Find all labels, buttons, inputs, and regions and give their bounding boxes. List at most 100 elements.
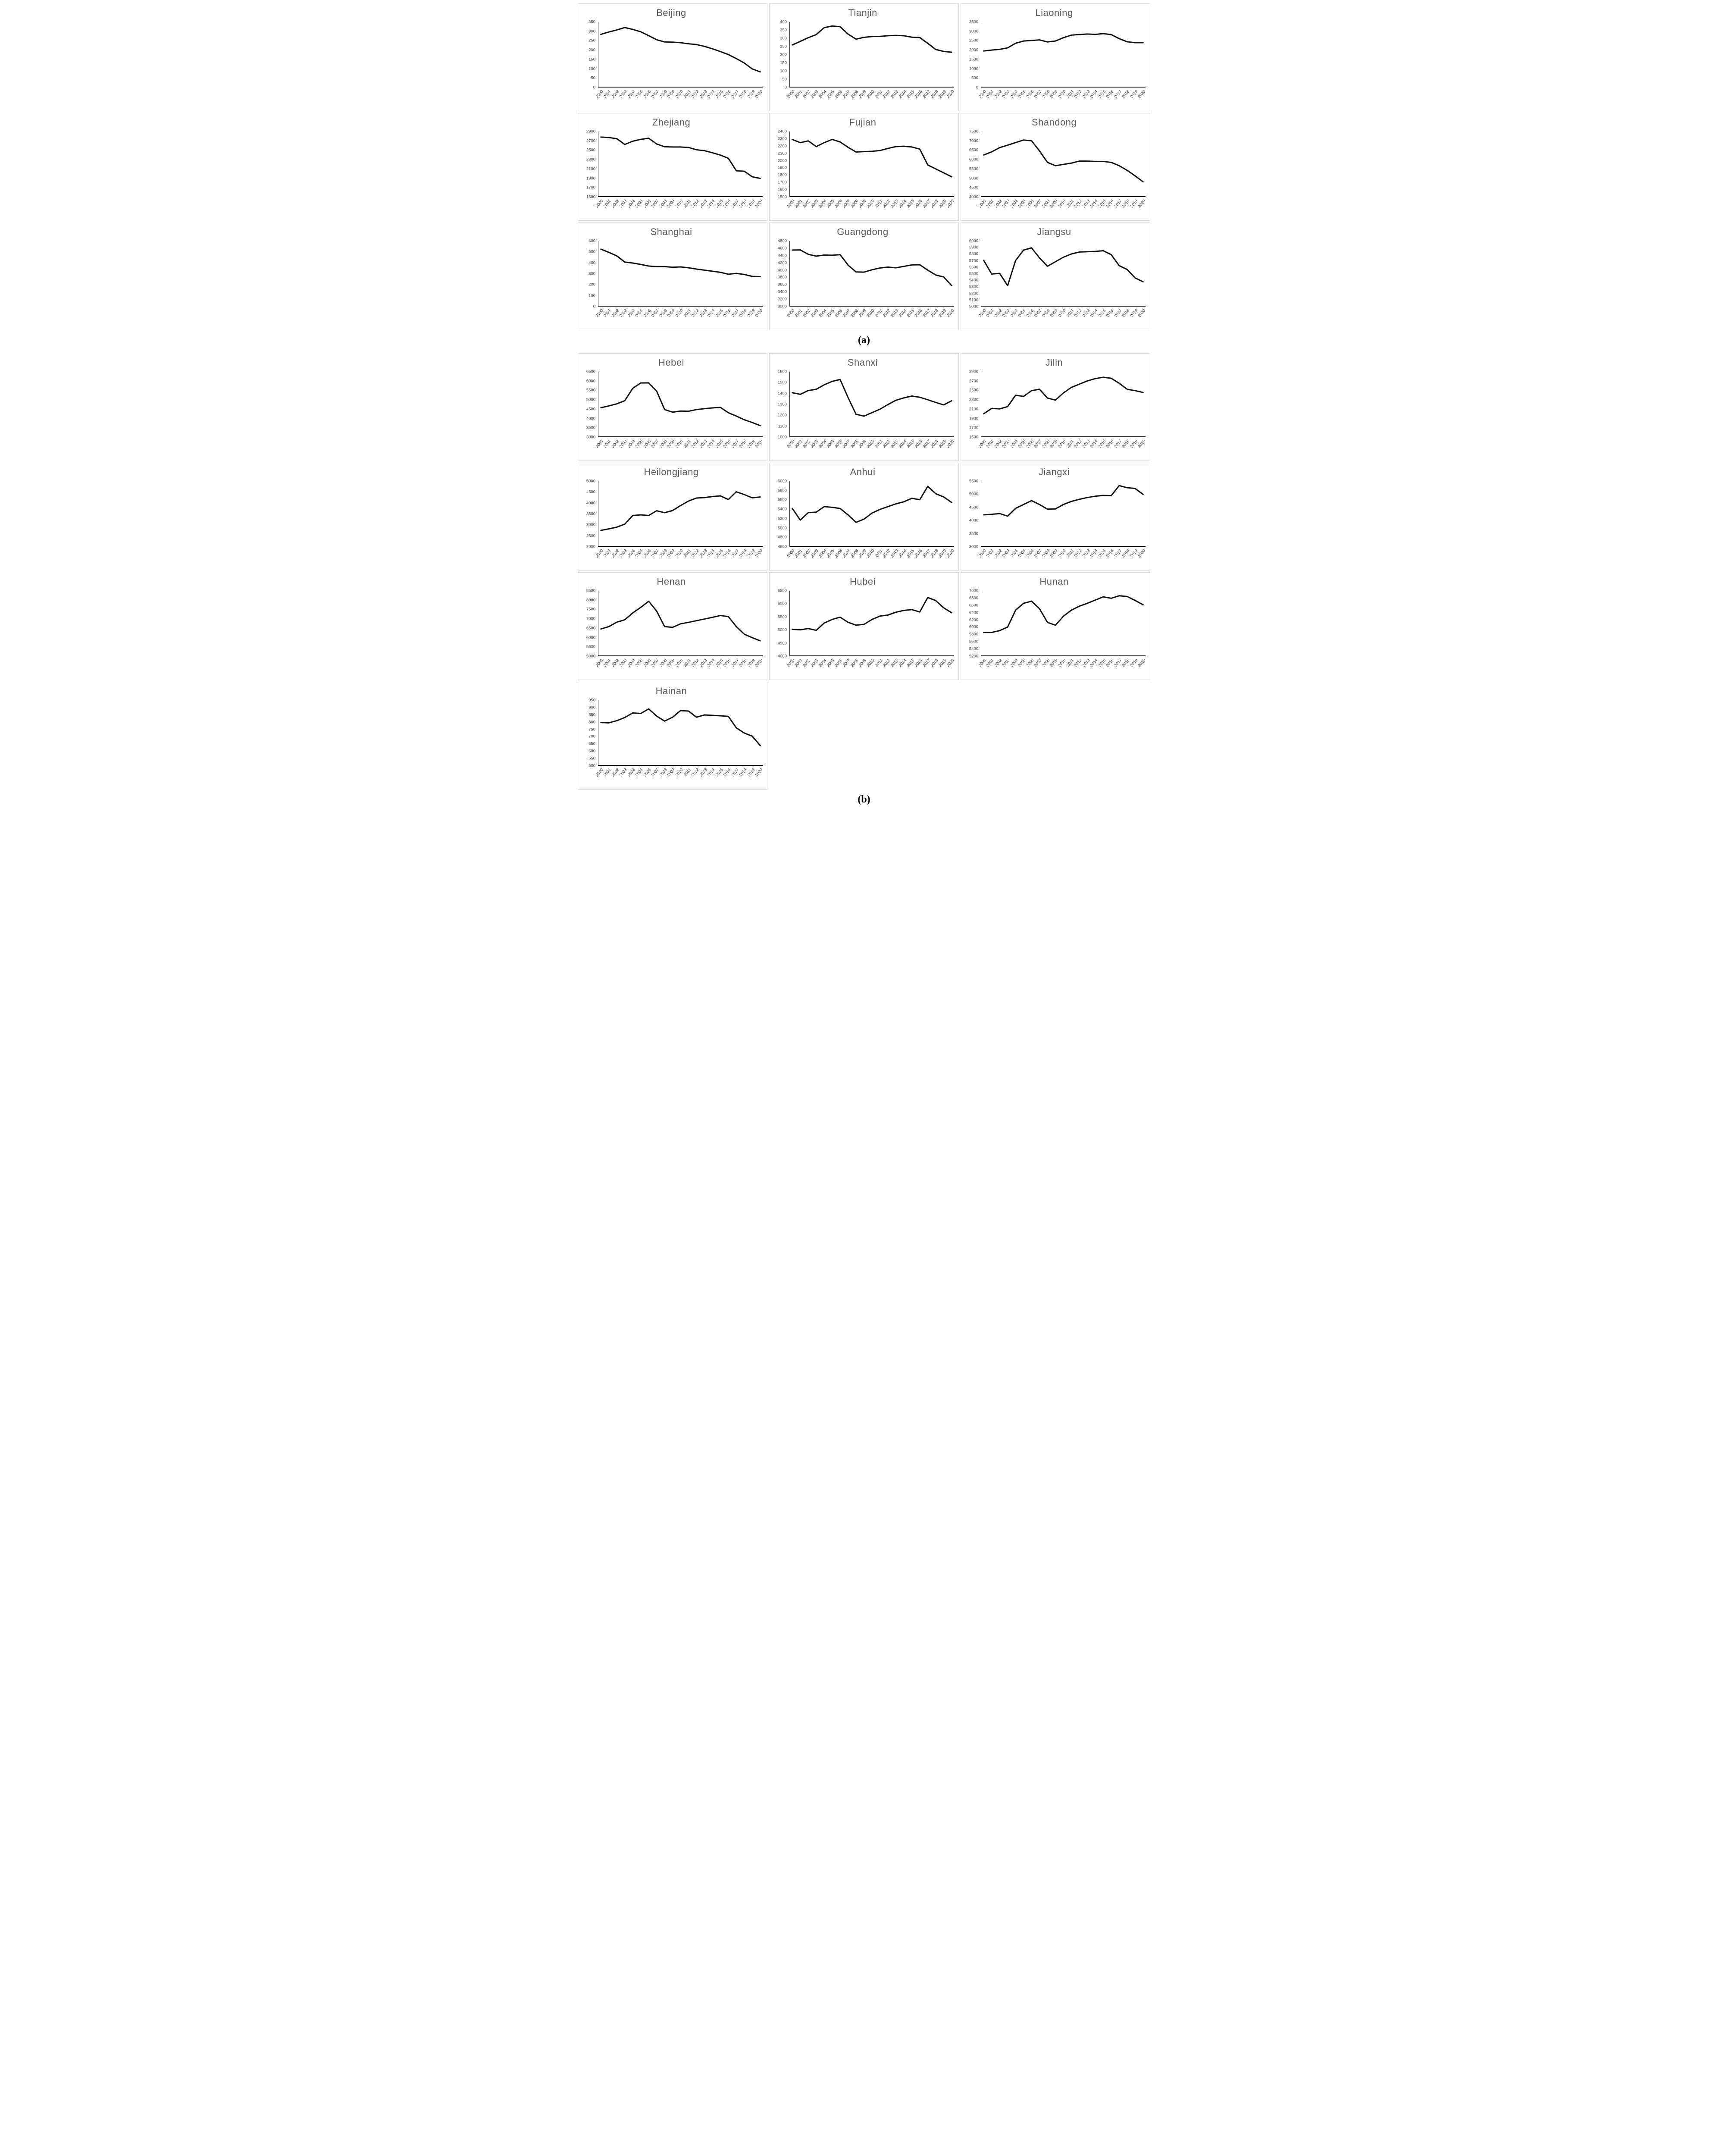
x-tick-label: 2000 — [786, 199, 796, 209]
y-tick-label: 6000 — [586, 379, 595, 384]
x-tick-label: 2011 — [1065, 548, 1075, 558]
x-tick-label: 2020 — [1137, 199, 1147, 209]
y-tick-label: 5100 — [969, 298, 978, 303]
x-tick-label: 2000 — [786, 548, 796, 559]
x-tick-label: 2008 — [1041, 308, 1051, 319]
x-tick-label: 2009 — [858, 199, 867, 209]
y-tick-label: 2500 — [586, 147, 595, 153]
x-tick-label: 2015 — [714, 199, 724, 209]
x-tick-label: 2018 — [930, 439, 939, 449]
y-tick-label: 5400 — [969, 278, 978, 283]
data-line — [792, 139, 952, 177]
x-tick-label: 2020 — [1137, 439, 1147, 449]
x-tick-label: 2007 — [842, 199, 851, 209]
y-tick-label: 300 — [780, 36, 787, 41]
y-tick-label: 6000 — [969, 157, 978, 162]
y-tick-label: 5300 — [969, 284, 978, 289]
x-tick-label: 2005 — [634, 768, 644, 778]
x-tick-label: 2017 — [730, 308, 740, 319]
x-tick-label: 2017 — [730, 199, 740, 209]
x-tick-label: 2015 — [714, 439, 724, 449]
y-tick-label: 6000 — [777, 479, 787, 484]
y-tick-label: 1500 — [777, 380, 787, 385]
x-tick-label: 2020 — [754, 89, 764, 100]
y-tick-label: 50 — [782, 77, 787, 82]
x-tick-label: 2018 — [930, 548, 939, 559]
x-tick-label: 2017 — [730, 439, 740, 449]
x-tick-label: 2014 — [706, 89, 716, 100]
x-tick-label: 2009 — [666, 308, 676, 319]
y-tick-label: 5800 — [969, 251, 978, 257]
x-tick-label: 2005 — [634, 548, 644, 559]
y-tick-label: 0 — [593, 85, 595, 90]
x-tick-label: 2009 — [1049, 89, 1059, 100]
x-tick-label: 2000 — [595, 439, 604, 449]
y-tick-label: 8500 — [586, 588, 595, 593]
y-tick-label: 4800 — [777, 238, 787, 244]
x-tick-label: 2006 — [1025, 199, 1035, 209]
x-tick-label: 2016 — [914, 199, 923, 209]
x-axis-labels: 2000 2001 2002 2003 2004 2005 2006 2007 2008 2009… — [977, 547, 1147, 564]
data-line — [984, 140, 1143, 182]
data-line — [601, 249, 761, 277]
y-tick-label: 500 — [971, 75, 978, 81]
x-tick-label: 2005 — [1017, 548, 1027, 559]
y-tick-label: 3400 — [777, 289, 787, 295]
y-tick-label: 5700 — [969, 258, 978, 263]
x-tick-label: 2018 — [1121, 199, 1131, 209]
x-tick-label: 2016 — [914, 439, 923, 449]
x-tick-label: 2000 — [977, 439, 987, 449]
y-tick-label: 750 — [589, 727, 595, 732]
x-tick-label: 2008 — [1041, 548, 1051, 559]
y-tick-label: 300 — [589, 29, 595, 34]
x-tick-label: 2020 — [945, 89, 955, 100]
chart-henan: Henan 8500 8000 7500 7000 6500 6000 5500 5000 200… — [578, 572, 767, 680]
x-tick-label: 2016 — [914, 548, 923, 559]
y-tick-label: 7500 — [969, 129, 978, 134]
x-tick-label: 2014 — [898, 199, 908, 209]
x-tick-label: 2007 — [650, 548, 660, 559]
y-tick-label: 350 — [589, 19, 595, 25]
x-tick-label: 2019 — [1129, 199, 1139, 209]
x-tick-label: 2001 — [985, 89, 995, 100]
x-tick-label: 2010 — [1057, 658, 1067, 668]
x-tick-label: 2011 — [874, 199, 883, 209]
y-tick-label: 5000 — [969, 492, 978, 497]
x-tick-label: 2016 — [722, 439, 732, 449]
y-tick-label: 500 — [589, 249, 595, 254]
panel-b-label: (b) — [858, 794, 870, 805]
chart-heilongjiang: Heilongjiang 5000 4500 4000 3500 3000 2500 2000… — [578, 463, 767, 570]
data-line — [601, 383, 761, 426]
y-tick-label: 800 — [589, 720, 595, 725]
x-tick-label: 2013 — [698, 439, 708, 449]
x-tick-label: 2002 — [802, 548, 812, 559]
y-tick-label: 4000 — [586, 416, 595, 421]
y-tick-label: 2500 — [586, 533, 595, 539]
x-tick-label: 2007 — [650, 658, 660, 668]
y-tick-label: 1700 — [777, 180, 787, 185]
y-tick-label: 850 — [589, 712, 595, 718]
plot-area — [789, 481, 954, 547]
y-tick-label: 5500 — [586, 644, 595, 649]
chart-jilin: Jilin 2900 2700 2500 2300 2100 1900 1700 1500 200… — [961, 353, 1150, 461]
x-tick-label: 2017 — [730, 89, 740, 100]
x-tick-label: 2009 — [858, 658, 867, 668]
x-tick-label: 2001 — [985, 199, 995, 209]
panel-a-grid: Beijing 350 300 250 200 150 100 50 0 2000 2001 2002… — [578, 3, 1150, 330]
x-tick-label: 2020 — [754, 199, 764, 209]
x-axis-labels: 2000 2001 2002 2003 2004 2005 2006 2007 2008 2009… — [977, 437, 1147, 454]
x-tick-label: 2019 — [746, 548, 756, 559]
x-tick-label: 2005 — [634, 658, 644, 668]
y-tick-label: 2300 — [969, 397, 978, 402]
x-tick-label: 2003 — [1001, 308, 1011, 319]
x-tick-label: 2018 — [1121, 89, 1131, 100]
chart-title: Henan — [657, 576, 686, 587]
x-tick-label: 2002 — [993, 439, 1003, 449]
x-tick-label: 2000 — [595, 548, 604, 559]
x-tick-label: 2011 — [874, 548, 883, 558]
y-tick-label: 1400 — [777, 391, 787, 396]
y-tick-label: 2400 — [777, 129, 787, 134]
x-tick-label: 2011 — [682, 768, 692, 777]
x-tick-label: 2016 — [1105, 199, 1115, 209]
y-tick-label: 3500 — [969, 19, 978, 25]
